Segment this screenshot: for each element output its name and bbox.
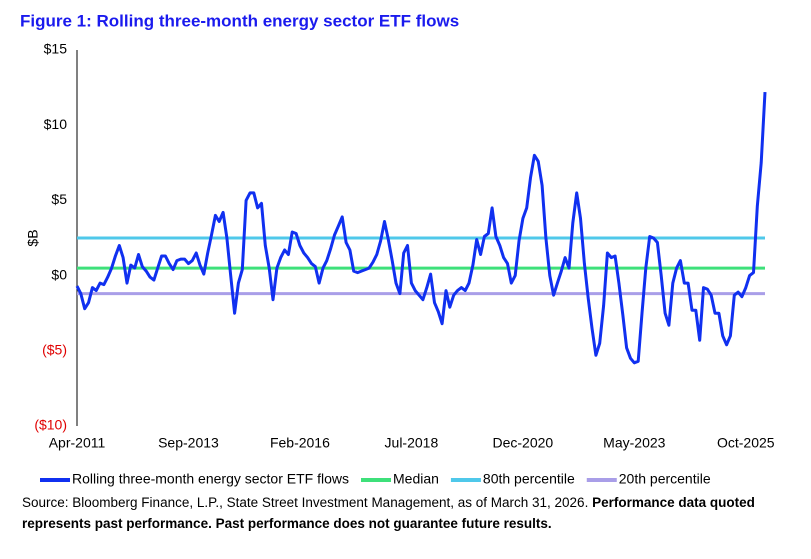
- legend-label: Rolling three-month energy sector ETF fl…: [72, 471, 349, 487]
- y-axis-label: $B: [25, 229, 41, 246]
- y-tick-label: $5: [51, 191, 67, 207]
- x-tick-label: Apr-2011: [49, 435, 106, 451]
- y-tick-label: ($10): [34, 417, 67, 433]
- x-tick-label: Oct-2025: [717, 435, 775, 451]
- x-tick-label: Feb-2016: [270, 435, 330, 451]
- data-line: [75, 92, 767, 365]
- chart-title: Figure 1: Rolling three-month energy sec…: [20, 11, 459, 30]
- y-tick-label: $15: [44, 41, 68, 57]
- legend-label: 20th percentile: [619, 471, 711, 487]
- footnote-emphasis: Performance data quoted represents past …: [22, 495, 755, 531]
- footnote-text: Source: Bloomberg Finance, L.P., State S…: [22, 495, 589, 510]
- footnote: Source: Bloomberg Finance, L.P., State S…: [22, 492, 802, 534]
- y-tick-label: $0: [51, 266, 67, 282]
- legend-label: 80th percentile: [483, 471, 575, 487]
- legend-label: Median: [393, 471, 439, 487]
- x-tick-label: May-2023: [603, 435, 665, 451]
- y-tick-label: $10: [44, 116, 68, 132]
- x-tick-label: Sep-2013: [158, 435, 219, 451]
- x-tick-label: Jul-2018: [385, 435, 439, 451]
- x-tick-label: Dec-2020: [493, 435, 554, 451]
- y-tick-label: ($5): [42, 342, 67, 358]
